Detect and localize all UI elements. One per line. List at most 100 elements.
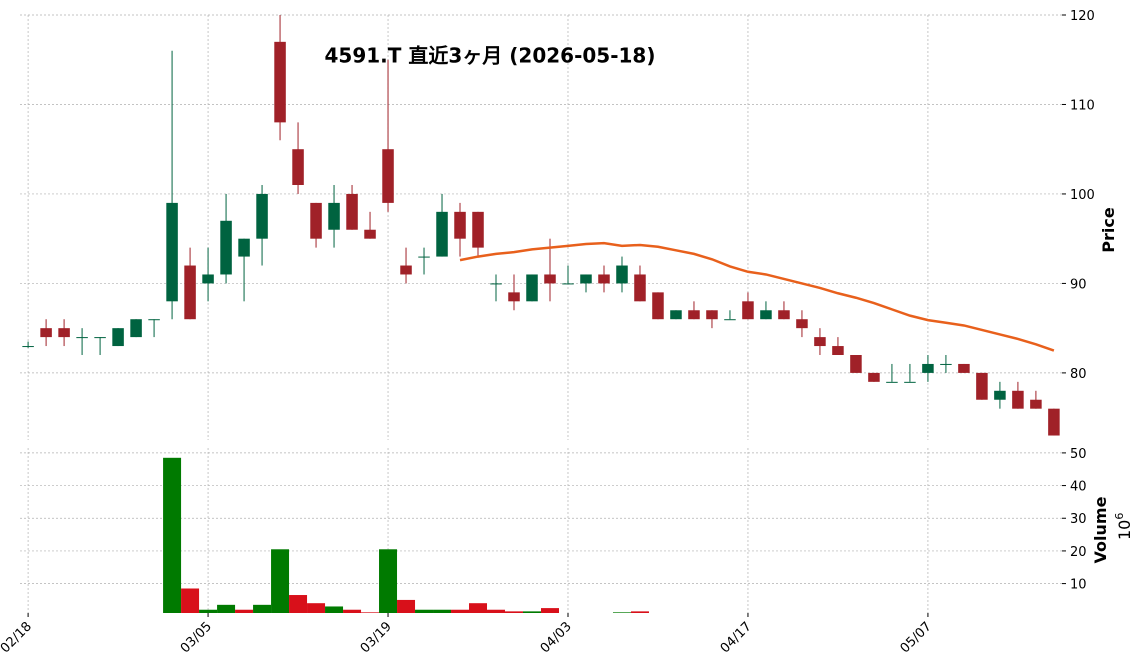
candle-body <box>256 193 268 239</box>
candle-body <box>688 310 700 320</box>
candle-body <box>400 265 412 275</box>
x-tick-label: 02/18 <box>0 619 35 656</box>
candle-body <box>580 274 592 284</box>
volume-bar <box>415 609 434 613</box>
candle-body <box>166 202 178 302</box>
candle-body <box>364 229 376 239</box>
candle-body <box>292 149 304 185</box>
volume-bar <box>630 611 649 613</box>
x-tick-label: 04/17 <box>718 619 755 656</box>
volume-axis-label: Volume <box>1091 496 1110 563</box>
volume-bar <box>289 595 308 613</box>
candle-body <box>814 337 826 347</box>
y-tick-label: 90 <box>1070 277 1087 292</box>
volume-bar <box>541 608 559 613</box>
candle-body <box>328 202 340 230</box>
candle-body <box>742 301 754 320</box>
y-tick-label: 110 <box>1070 98 1095 113</box>
candle-body <box>832 346 844 355</box>
volume-bar <box>379 549 398 613</box>
chart-title: 4591.T 直近3ヶ月 (2026-05-18) <box>325 44 656 68</box>
candle-body <box>634 274 646 302</box>
y-tick-label: 10 <box>1070 578 1087 593</box>
candle-body <box>940 363 952 365</box>
candle-body <box>598 274 610 284</box>
x-tick-label: 03/19 <box>358 619 395 656</box>
candle-body <box>40 328 52 338</box>
candle-body <box>418 256 430 258</box>
candle-body <box>958 363 970 373</box>
candle-body <box>994 390 1006 400</box>
volume-bar <box>343 609 362 613</box>
candle-body <box>148 319 160 321</box>
candle-body <box>112 328 124 347</box>
candle-body <box>616 265 628 284</box>
candle-body <box>310 202 322 239</box>
y-tick-label: 40 <box>1070 480 1087 495</box>
volume-bar <box>612 612 631 613</box>
candle-body <box>526 274 538 302</box>
candle-body <box>850 355 862 373</box>
candle-body <box>724 319 736 321</box>
moving-average-line <box>459 241 1055 352</box>
y-tick-label: 20 <box>1070 545 1087 560</box>
candle-body <box>76 337 88 339</box>
volume-bar <box>199 609 218 613</box>
y-tick-label: 120 <box>1070 9 1095 24</box>
candle-body <box>454 211 466 239</box>
candle-body <box>238 238 250 257</box>
volume-bar <box>487 609 506 613</box>
x-tick-label: 03/05 <box>178 619 215 656</box>
candle-body <box>706 310 718 320</box>
candle-body <box>94 337 106 339</box>
candle-body <box>1012 390 1024 409</box>
volume-bar <box>271 549 290 613</box>
volume-bar <box>217 604 236 613</box>
y-tick-label: 100 <box>1070 188 1095 203</box>
candle-body <box>778 310 790 320</box>
volume-bar <box>253 604 272 613</box>
candle-body <box>652 292 664 320</box>
candle-body <box>382 149 394 203</box>
volume-bar <box>505 611 524 613</box>
candle-body <box>976 372 988 400</box>
candle-body <box>562 283 574 285</box>
candle-body <box>490 283 502 285</box>
candle-body <box>922 363 934 373</box>
candle-body <box>436 211 448 257</box>
y-tick-label: 80 <box>1070 367 1087 382</box>
volume-bar <box>451 609 470 613</box>
candle-body <box>796 319 808 329</box>
candle-body <box>472 211 484 248</box>
candle-body <box>1048 408 1060 436</box>
x-tick-label: 05/07 <box>898 619 935 656</box>
volume-bar <box>523 611 541 613</box>
candle-body <box>1030 399 1042 409</box>
candle-body <box>184 265 196 320</box>
candle-body <box>508 292 520 302</box>
y-axis-label: Price <box>1099 207 1118 253</box>
candle-body <box>544 274 556 284</box>
candle-body <box>760 310 772 320</box>
y-tick-label: 50 <box>1070 447 1087 462</box>
candle-body <box>130 319 142 338</box>
volume-bar <box>397 599 416 613</box>
candle-body <box>274 41 286 123</box>
candle-body <box>220 220 232 275</box>
volume-scale-label: 106 <box>1113 513 1134 540</box>
volume-bar <box>181 588 200 613</box>
scale-exponent: 6 <box>1113 513 1126 520</box>
candle-body <box>58 328 70 338</box>
x-tick-label: 04/03 <box>538 619 575 656</box>
candle-body <box>886 381 898 383</box>
volume-bar <box>163 457 182 613</box>
candle-body <box>202 274 214 284</box>
volume-bar <box>361 612 380 613</box>
volume-bar <box>469 603 488 613</box>
volume-bar <box>433 609 452 613</box>
candle-body <box>670 310 682 320</box>
candle-body <box>868 372 880 382</box>
candle-body <box>22 346 34 348</box>
scale-base: 10 <box>1115 520 1134 540</box>
